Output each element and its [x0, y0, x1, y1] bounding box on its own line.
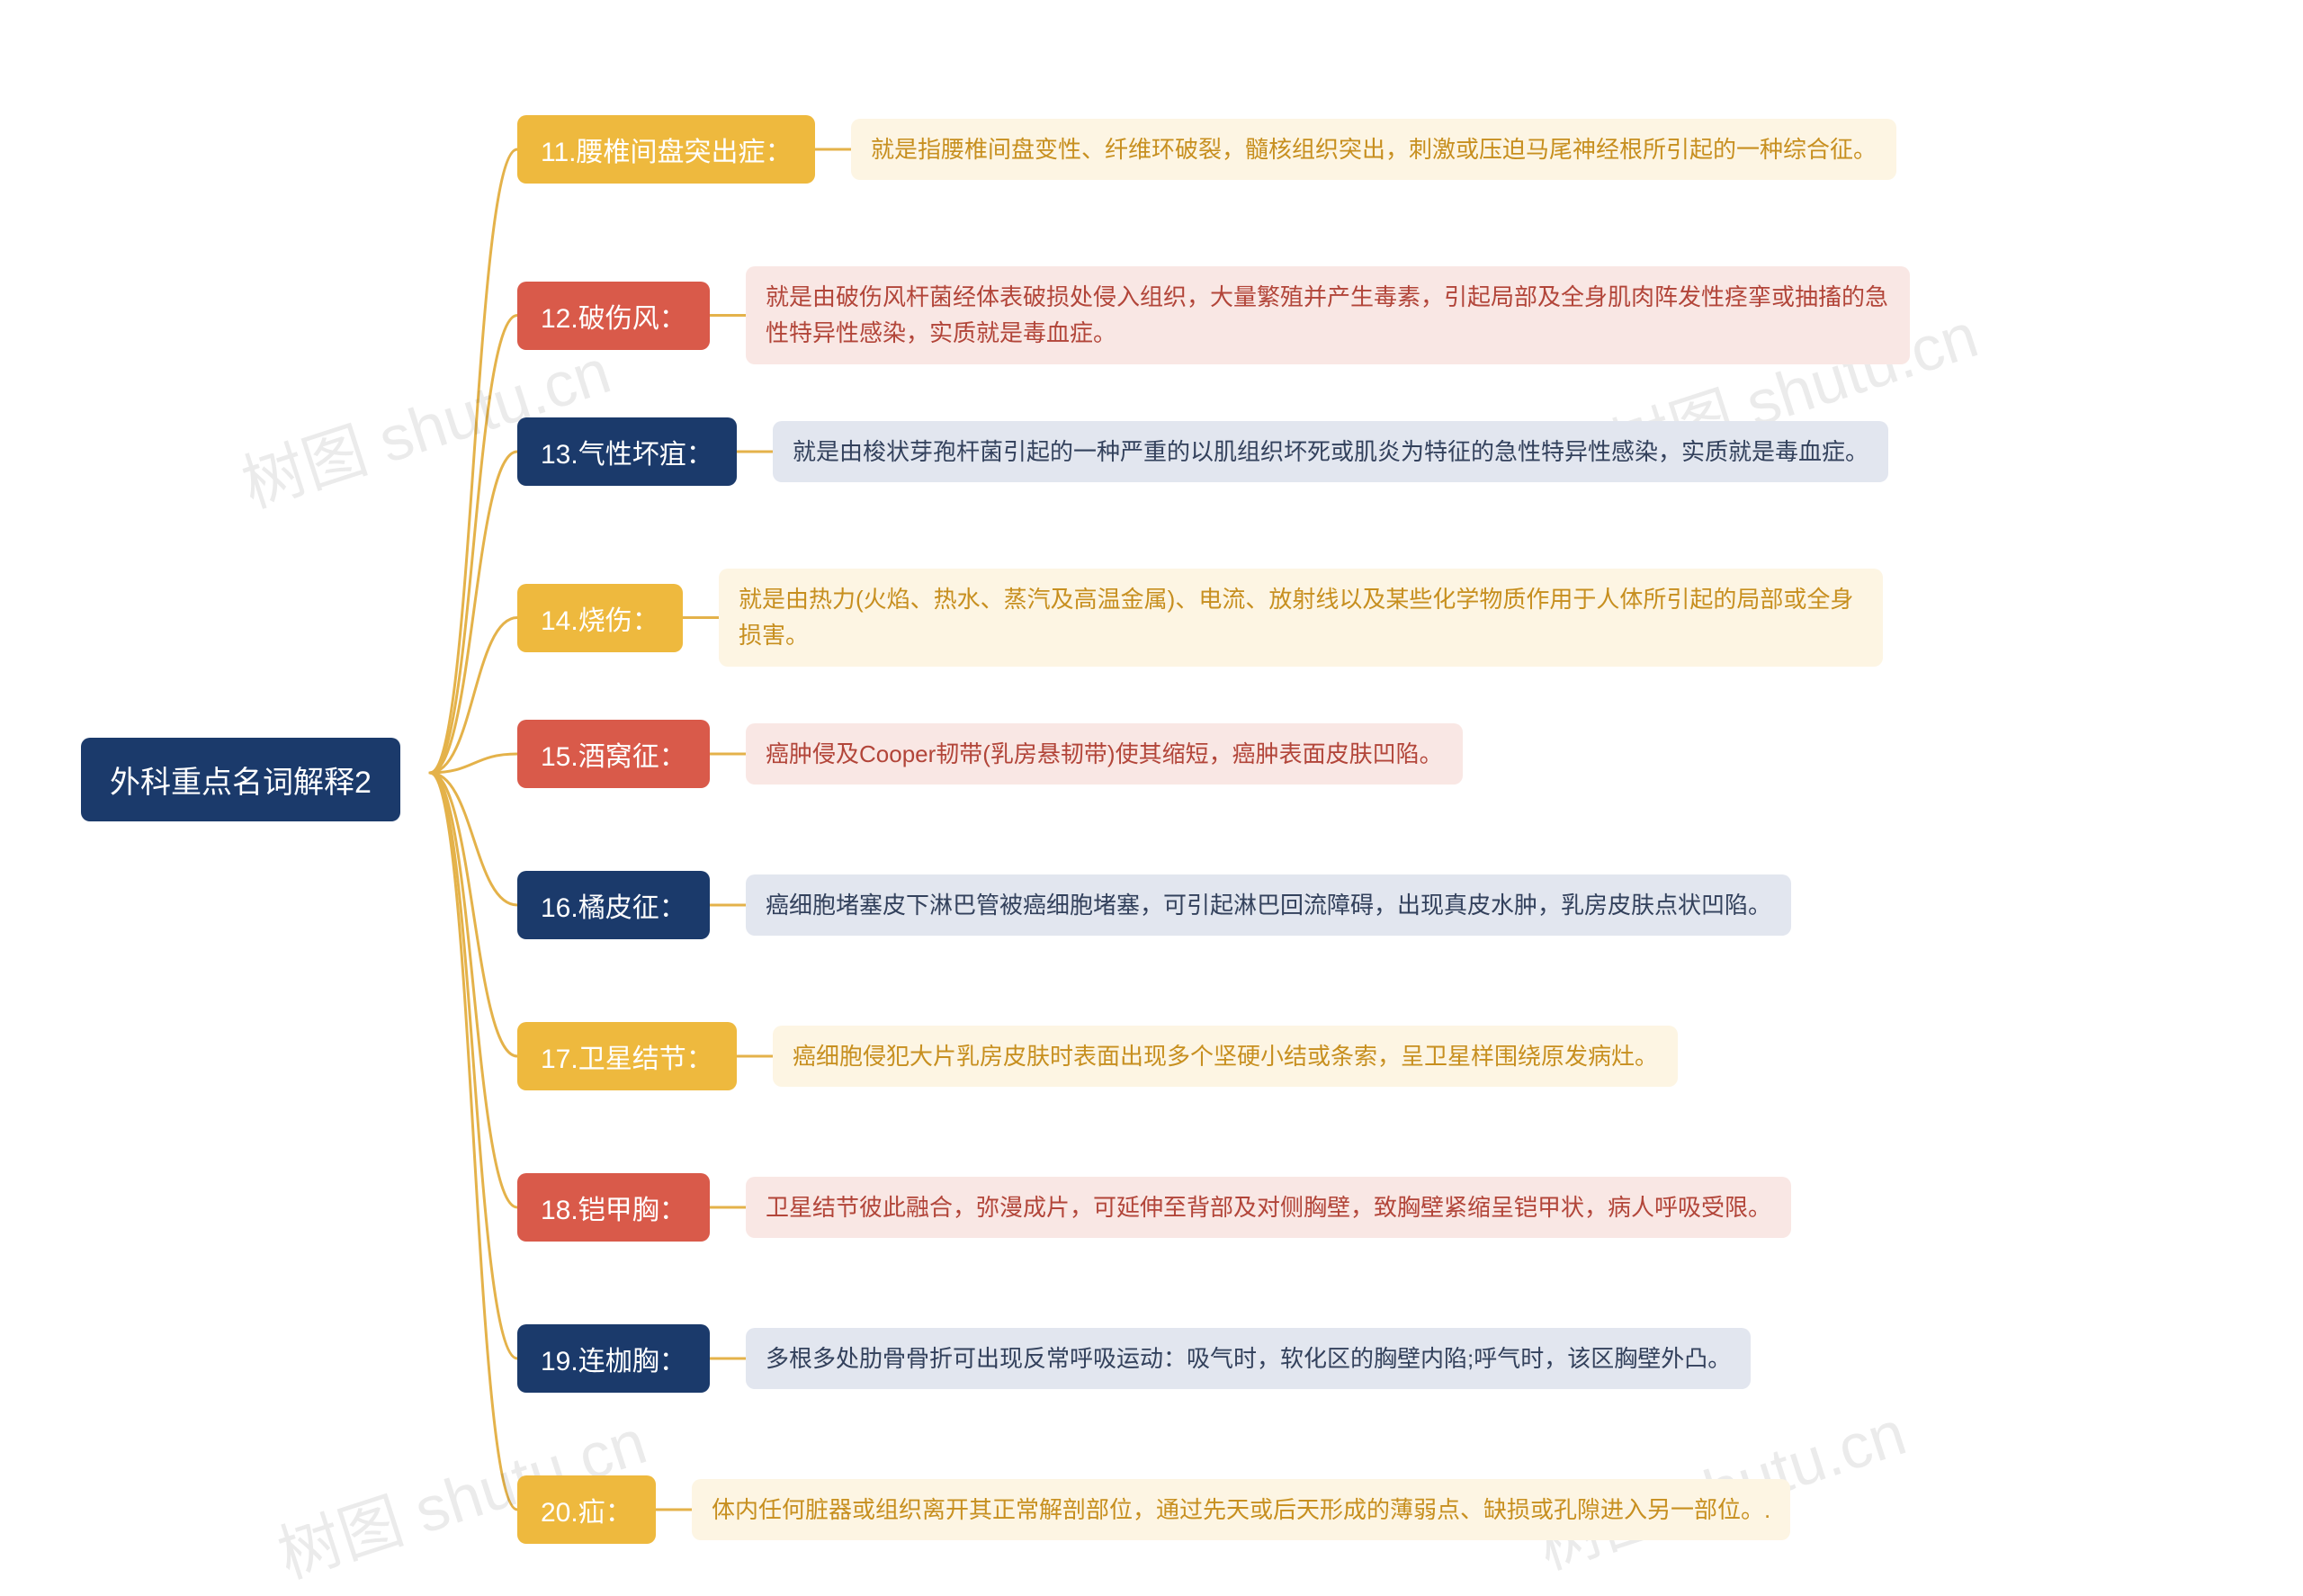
term-node[interactable]: 12.破伤风： [517, 282, 710, 350]
term-node[interactable]: 17.卫星结节： [517, 1022, 737, 1090]
term-node[interactable]: 18.铠甲胸： [517, 1173, 710, 1242]
term-node[interactable]: 14.烧伤： [517, 584, 683, 652]
definition-node[interactable]: 就是由破伤风杆菌经体表破损处侵入组织，大量繁殖并产生毒素，引起局部及全身肌肉阵发… [746, 266, 1910, 364]
definition-node[interactable]: 就是指腰椎间盘变性、纤维环破裂，髓核组织突出，刺激或压迫马尾神经根所引起的一种综… [851, 119, 1896, 180]
term-node[interactable]: 13.气性坏疽： [517, 417, 737, 486]
term-node[interactable]: 19.连枷胸： [517, 1324, 710, 1393]
term-node[interactable]: 11.腰椎间盘突出症： [517, 115, 815, 184]
term-node[interactable]: 16.橘皮征： [517, 871, 710, 939]
definition-node[interactable]: 癌细胞堵塞皮下淋巴管被癌细胞堵塞，可引起淋巴回流障碍，出现真皮水肿，乳房皮肤点状… [746, 874, 1791, 936]
definition-node[interactable]: 体内任何脏器或组织离开其正常解剖部位，通过先天或后天形成的薄弱点、缺损或孔隙进入… [692, 1479, 1790, 1540]
root-node[interactable]: 外科重点名词解释2 [81, 738, 400, 821]
mindmap-canvas: 树图 shutu.cn树图 shutu.cn树图 shutu.cn树图 shut… [0, 0, 2303, 1587]
definition-node[interactable]: 癌肿侵及Cooper韧带(乳房悬韧带)使其缩短，癌肿表面皮肤凹陷。 [746, 723, 1463, 785]
definition-node[interactable]: 多根多处肋骨骨折可出现反常呼吸运动：吸气时，软化区的胸壁内陷;呼气时，该区胸壁外… [746, 1328, 1751, 1389]
term-node[interactable]: 15.酒窝征： [517, 720, 710, 788]
definition-node[interactable]: 癌细胞侵犯大片乳房皮肤时表面出现多个坚硬小结或条索，呈卫星样围绕原发病灶。 [773, 1026, 1678, 1087]
term-node[interactable]: 20.疝： [517, 1475, 656, 1544]
definition-node[interactable]: 卫星结节彼此融合，弥漫成片，可延伸至背部及对侧胸壁，致胸壁紧缩呈铠甲状，病人呼吸… [746, 1177, 1791, 1238]
definition-node[interactable]: 就是由热力(火焰、热水、蒸汽及高温金属)、电流、放射线以及某些化学物质作用于人体… [719, 569, 1883, 667]
definition-node[interactable]: 就是由梭状芽孢杆菌引起的一种严重的以肌组织坏死或肌炎为特征的急性特异性感染，实质… [773, 421, 1888, 482]
